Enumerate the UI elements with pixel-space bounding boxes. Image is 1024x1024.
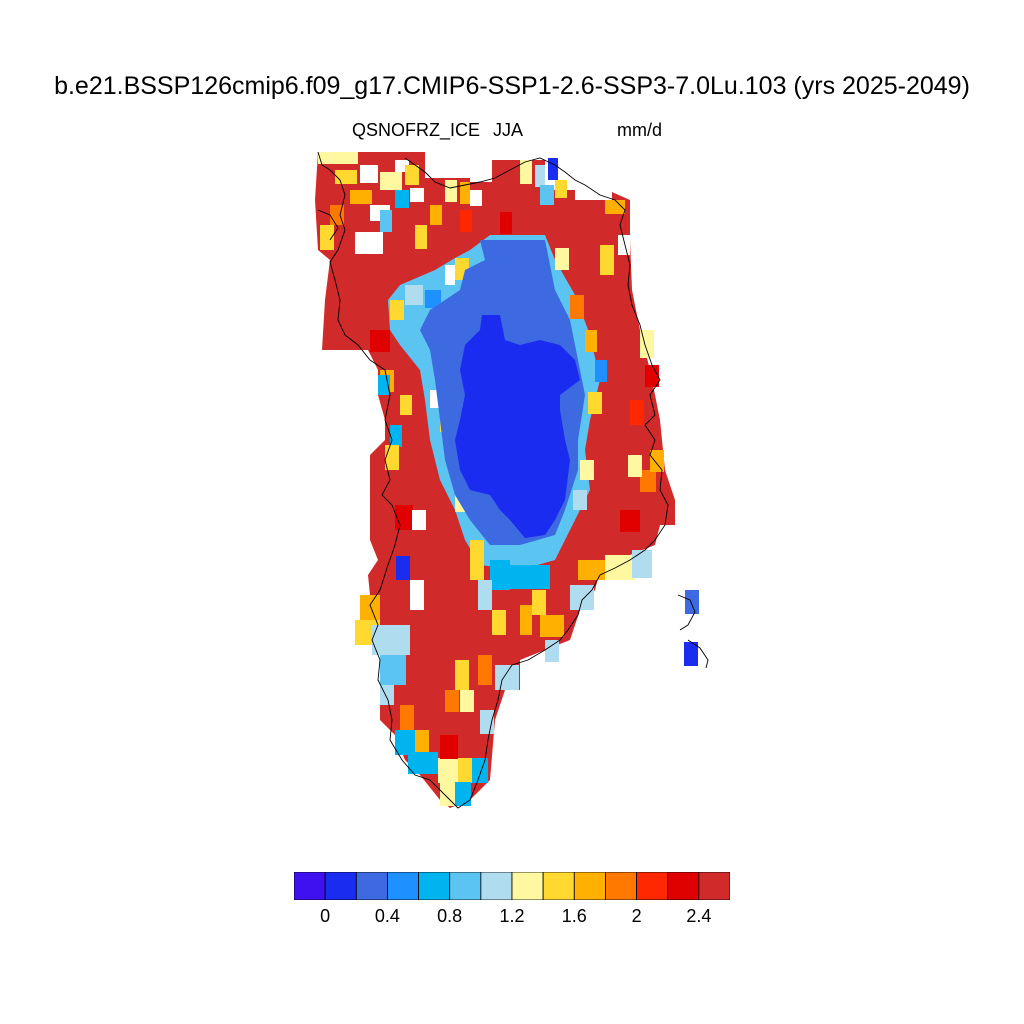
colorbar-swatch <box>355 872 388 900</box>
colorbar-tick-label: 0.8 <box>437 906 463 926</box>
field-deep-blue <box>455 315 580 538</box>
field-northwest-mixed <box>318 152 630 275</box>
colorbar <box>294 872 730 900</box>
colorbar-swatch <box>605 872 637 900</box>
season-label: JJA <box>493 120 524 140</box>
variable-label: QSNOFRZ_ICE <box>352 120 481 140</box>
colorbar-swatch <box>636 872 669 900</box>
field-edge-cells <box>355 330 699 806</box>
colorbar-tick-label: 0.4 <box>374 906 400 926</box>
colorbar-swatch <box>294 872 326 900</box>
colorbar-swatch <box>480 872 513 900</box>
colorbar-swatch <box>449 872 482 900</box>
colorbar-tick-label: 1.6 <box>561 906 587 926</box>
colorbar-swatch <box>542 872 575 900</box>
colorbar-tick-label: 2 <box>631 906 642 926</box>
coastline <box>317 151 709 809</box>
colorbar-swatch <box>387 872 419 900</box>
colorbar-tick-label: 1.2 <box>499 906 525 926</box>
colorbar-swatch <box>418 872 451 900</box>
colorbar-swatch <box>511 872 544 900</box>
colorbar-swatch <box>667 872 700 900</box>
colorbar-tick-label: 2.4 <box>686 906 712 926</box>
units-label: mm/d <box>617 120 662 140</box>
field-interior-core <box>420 240 585 545</box>
colorbar-swatch <box>324 872 357 900</box>
colorbar-swatch <box>573 872 606 900</box>
colorbar-swatch <box>698 872 730 900</box>
colorbar-tick-label: 0 <box>320 906 331 926</box>
map-title: b.e21.BSSP126cmip6.f09_g17.CMIP6-SSP1-2.… <box>54 72 970 100</box>
